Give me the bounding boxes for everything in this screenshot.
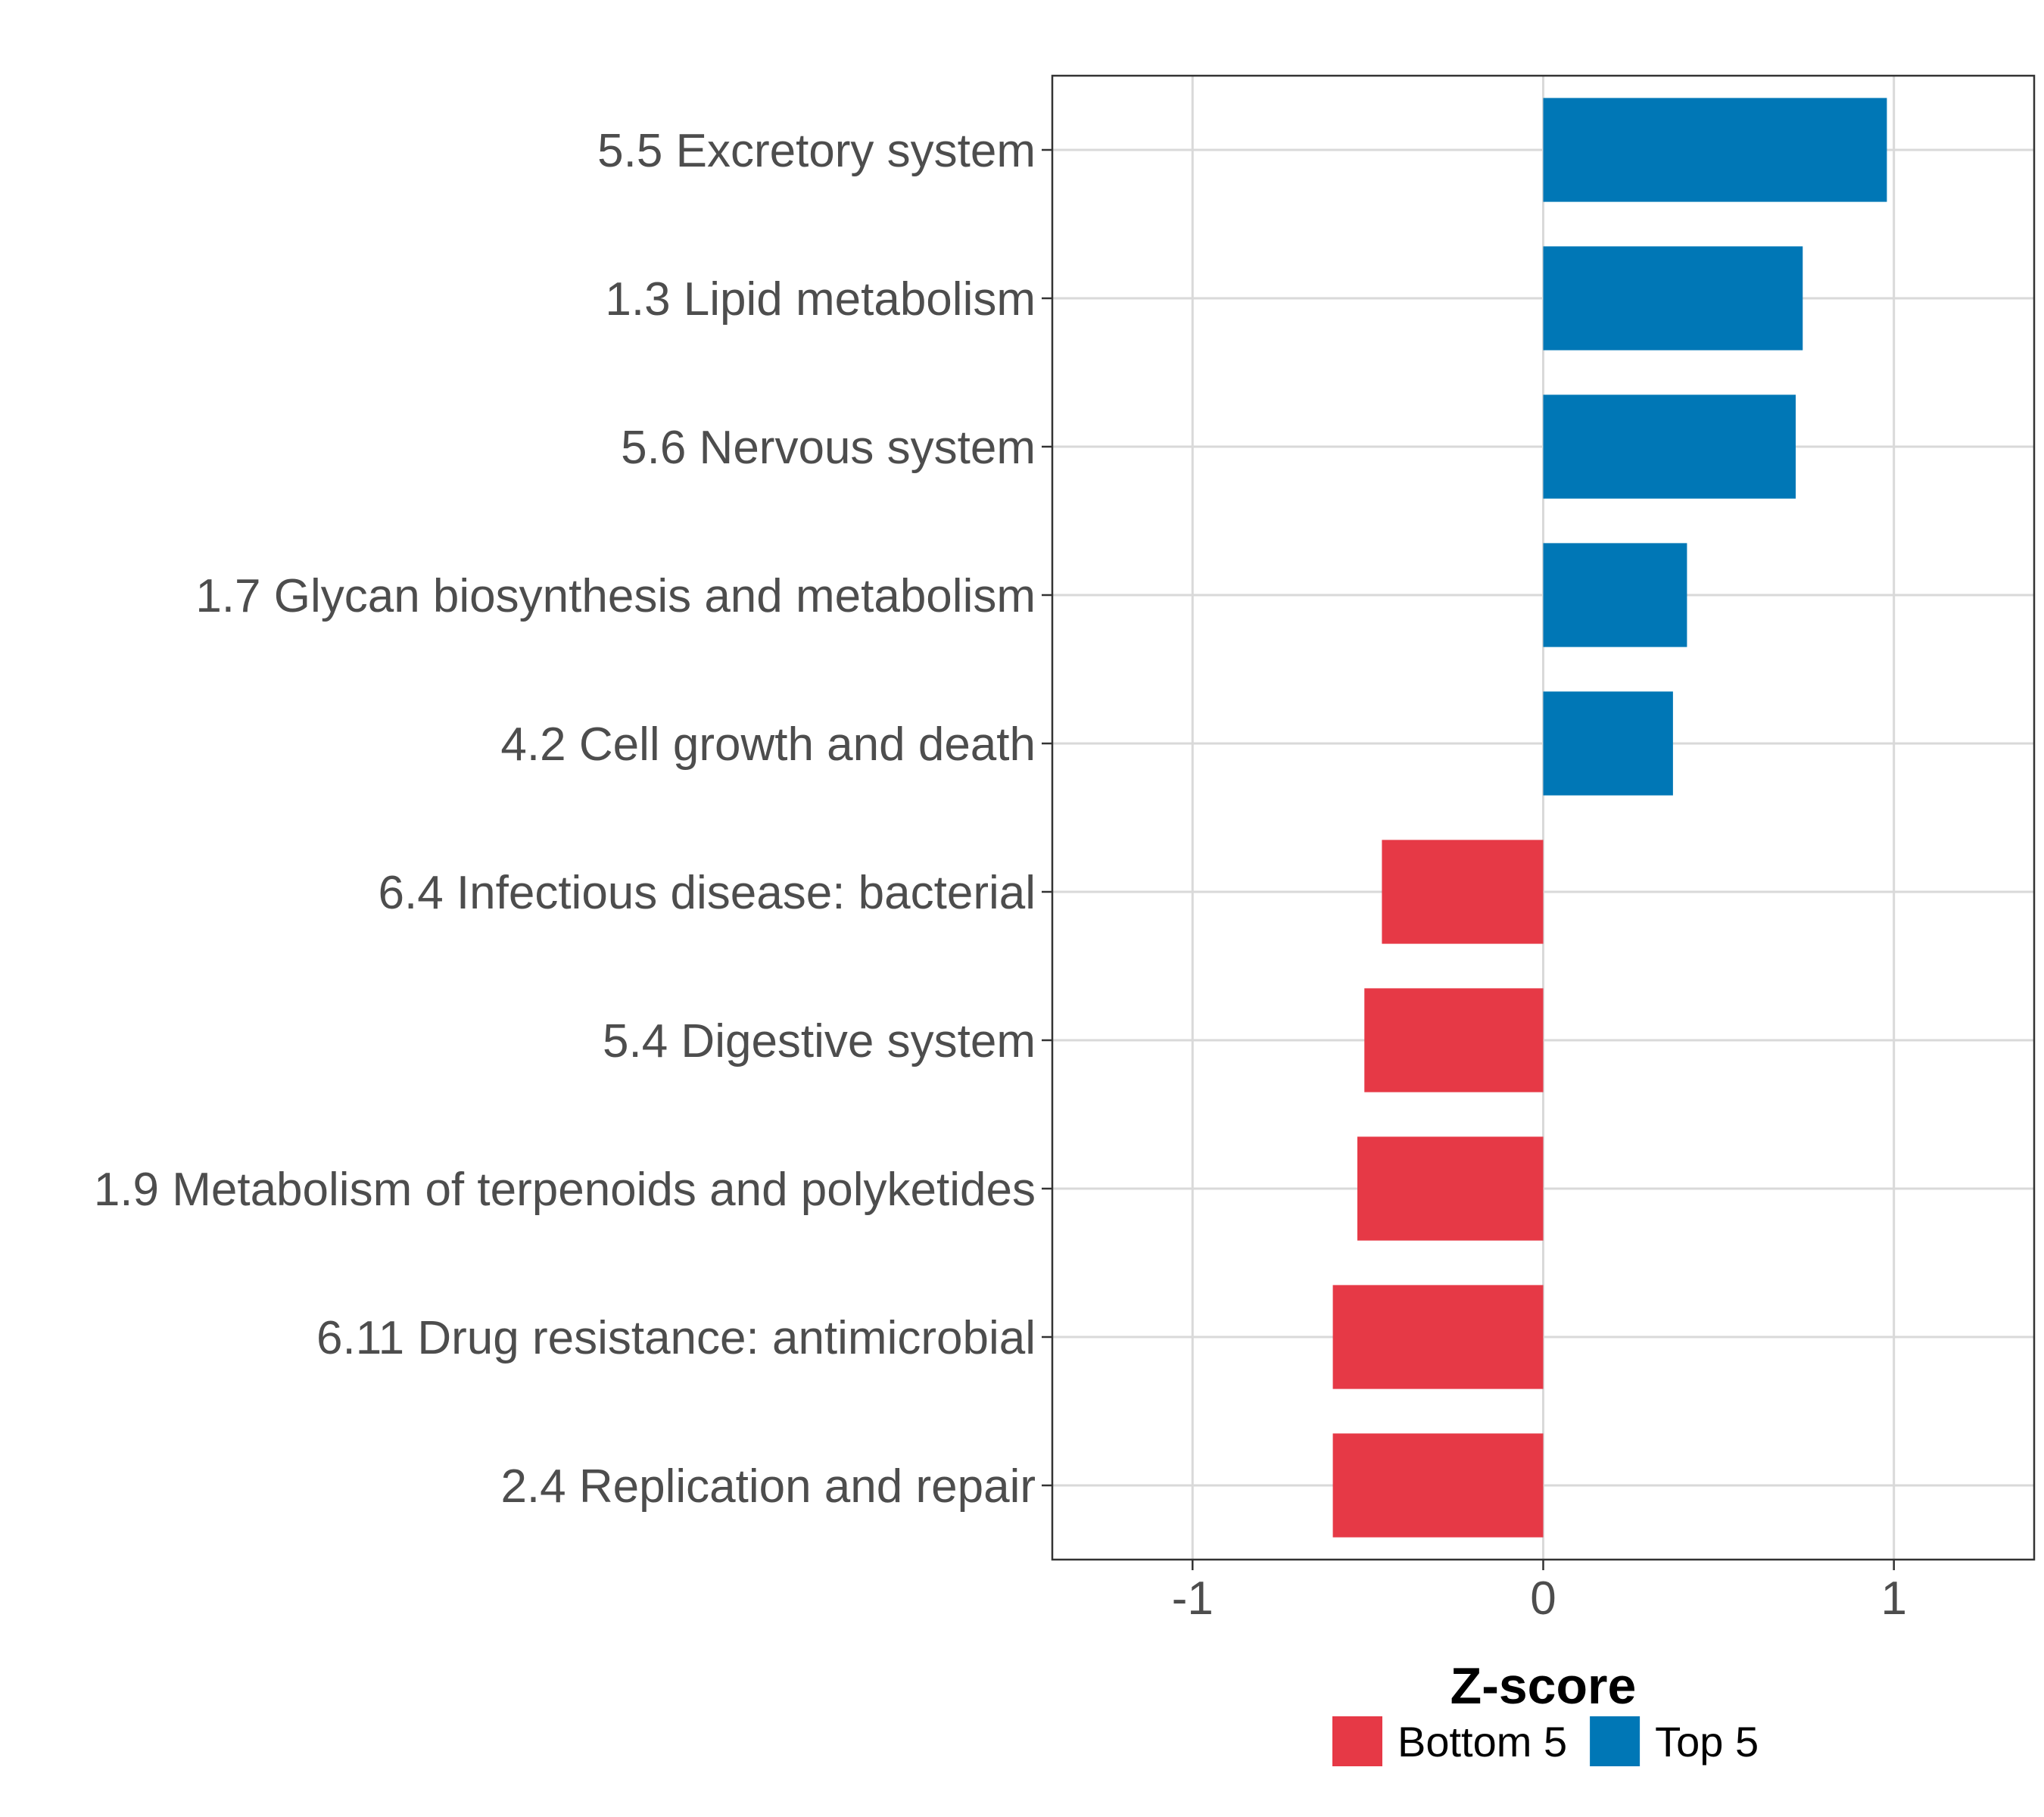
category-label: 6.11 Drug resistance: antimicrobial xyxy=(316,1312,1036,1364)
bar-1-7-glycan-biosynthesis-and-metabolism xyxy=(1543,543,1687,647)
category-label: 6.4 Infectious disease: bacterial xyxy=(378,867,1036,919)
bar-5-5-excretory-system xyxy=(1543,98,1887,202)
legend-swatch-bottom-5 xyxy=(1332,1716,1382,1766)
bar-1-9-metabolism-of-terpenoids-and-polyketides xyxy=(1357,1136,1544,1241)
bar-4-2-cell-growth-and-death xyxy=(1543,691,1673,796)
bar-1-3-lipid-metabolism xyxy=(1543,246,1803,351)
legend-label: Bottom 5 xyxy=(1397,1718,1567,1766)
bar-5-4-digestive-system xyxy=(1364,988,1544,1092)
y-axis: 5.5 Excretory system 1.3 Lipid metabolism… xyxy=(94,125,1052,1513)
x-tick-label: -1 xyxy=(1172,1572,1214,1625)
x-tick-label: 1 xyxy=(1880,1572,1906,1625)
legend-label: Top 5 xyxy=(1655,1718,1759,1766)
legend: Bottom 5 Top 5 xyxy=(1332,1716,1759,1766)
x-axis: -1 0 1 xyxy=(1172,1560,1907,1625)
bar-2-4-replication-and-repair xyxy=(1332,1433,1544,1538)
category-label: 5.5 Excretory system xyxy=(597,125,1036,177)
bars xyxy=(1332,98,1887,1538)
bar-6-11-drug-resistance-antimicrobial xyxy=(1332,1285,1544,1389)
category-label: 5.4 Digestive system xyxy=(603,1015,1036,1067)
legend-swatch-top-5 xyxy=(1590,1716,1640,1766)
x-axis-title: Z-score xyxy=(1450,1657,1637,1715)
category-label: 1.3 Lipid metabolism xyxy=(605,273,1036,326)
category-label: 1.9 Metabolism of terpenoids and polyket… xyxy=(94,1164,1036,1216)
category-label: 2.4 Replication and repair xyxy=(500,1460,1036,1513)
category-label: 1.7 Glycan biosynthesis and metabolism xyxy=(195,570,1036,622)
category-label: 5.6 Nervous system xyxy=(621,422,1036,474)
bar-5-6-nervous-system xyxy=(1543,394,1796,499)
category-label: 4.2 Cell growth and death xyxy=(500,718,1036,771)
bar-6-4-infectious-disease-bacterial xyxy=(1382,840,1544,944)
x-tick-label: 0 xyxy=(1530,1572,1556,1625)
